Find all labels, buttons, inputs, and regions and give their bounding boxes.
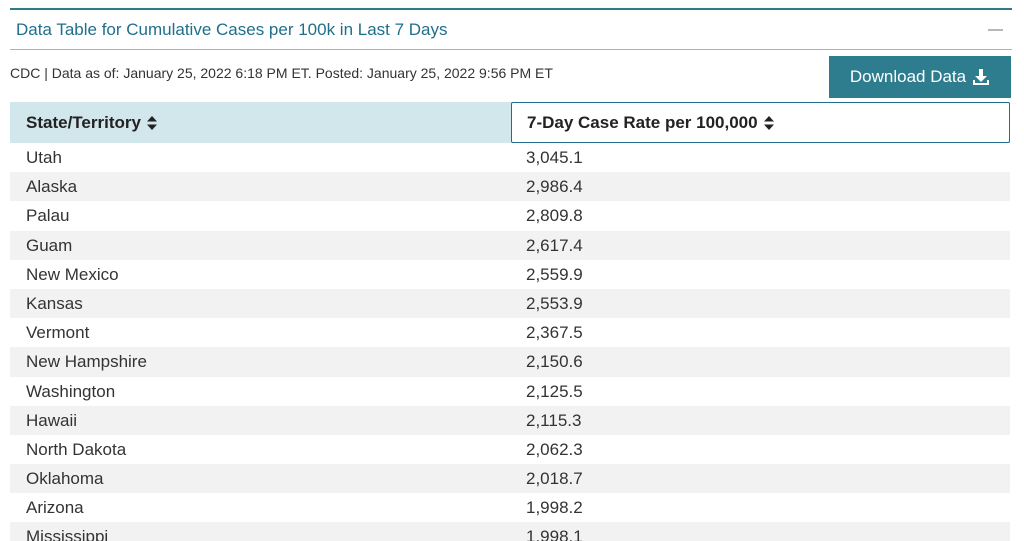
cell-case-rate: 2,018.7 (526, 469, 583, 489)
column-header-state[interactable]: State/Territory (10, 102, 510, 143)
sort-icon (763, 115, 774, 130)
table-row: New Hampshire 2,150.6 (10, 347, 1010, 377)
cell-state: Palau (26, 206, 70, 226)
cell-case-rate: 2,150.6 (526, 352, 583, 372)
table-row: Washington 2,125.5 (10, 377, 1010, 406)
panel-title: Data Table for Cumulative Cases per 100k… (16, 20, 448, 39)
cell-state: Vermont (26, 323, 90, 343)
sort-icon (146, 115, 157, 130)
cell-state: New Mexico (26, 264, 119, 284)
table-row: Guam 2,617.4 (10, 230, 1010, 260)
cell-case-rate: 2,125.5 (526, 381, 583, 401)
cell-state: New Hampshire (26, 352, 147, 372)
table-header: State/Territory 7-Day Case Rate per 100,… (10, 102, 1010, 143)
table-row: North Dakota 2,062.3 (10, 435, 1010, 464)
download-data-button[interactable]: Download Data (829, 56, 1011, 98)
download-button-label: Download Data (849, 67, 967, 86)
cell-state: Alaska (26, 177, 78, 197)
cell-case-rate: 2,367.5 (526, 323, 583, 343)
cell-case-rate: 2,062.3 (526, 439, 583, 459)
cell-case-rate: 2,553.9 (526, 293, 583, 313)
table-row: Kansas 2,553.9 (10, 288, 1010, 319)
cell-state: Utah (26, 148, 62, 167)
cell-case-rate: 2,617.4 (526, 235, 583, 255)
cell-case-rate: 2,809.8 (526, 206, 583, 226)
cell-case-rate: 1,998.2 (526, 498, 583, 518)
column-header-case-rate[interactable]: 7-Day Case Rate per 100,000 (511, 102, 1010, 143)
cell-case-rate: 2,559.9 (526, 264, 583, 284)
top-rule (10, 8, 1012, 10)
cell-state: Arizona (26, 498, 84, 518)
cell-state: North Dakota (26, 439, 127, 459)
cell-state: Washington (26, 381, 116, 401)
table-row: Arizona 1,998.2 (10, 493, 1010, 522)
table-row: Oklahoma 2,018.7 (10, 464, 1010, 494)
panel-header[interactable]: Data Table for Cumulative Cases per 100k… (10, 10, 1012, 50)
cell-case-rate: 1,998.1 (526, 527, 583, 541)
cell-state: Guam (26, 235, 73, 255)
table-row: Utah 3,045.1 (10, 143, 1010, 172)
table-row: Palau 2,809.8 (10, 201, 1010, 230)
cell-case-rate: 3,045.1 (526, 148, 583, 167)
table-row: Hawaii 2,115.3 (10, 405, 1010, 435)
collapse-button[interactable] (986, 18, 1006, 42)
cell-state: Mississippi (26, 527, 109, 541)
data-table: State/Territory 7-Day Case Rate per 100,… (10, 102, 1010, 541)
table-body: Utah 3,045.1 Alaska 2,986.4 Palau 2,809.8 Guam… (10, 143, 1010, 541)
table-row: Vermont 2,367.5 (10, 318, 1010, 347)
data-source-info: CDC | Data as of: January 25, 2022 6:18 … (10, 65, 553, 81)
column-header-state-label: State/Territory (26, 112, 141, 132)
minus-icon (988, 29, 1003, 31)
cell-case-rate: 2,986.4 (526, 177, 583, 197)
column-header-case-rate-label: 7-Day Case Rate per 100,000 (527, 112, 758, 132)
table-row: New Mexico 2,559.9 (10, 260, 1010, 289)
table-row: Mississippi 1,998.1 (10, 522, 1010, 541)
cell-state: Oklahoma (26, 469, 104, 489)
table-row: Alaska 2,986.4 (10, 172, 1010, 202)
cell-state: Hawaii (26, 410, 78, 430)
download-icon (973, 69, 990, 85)
cell-case-rate: 2,115.3 (526, 410, 582, 430)
cell-state: Kansas (26, 293, 83, 313)
